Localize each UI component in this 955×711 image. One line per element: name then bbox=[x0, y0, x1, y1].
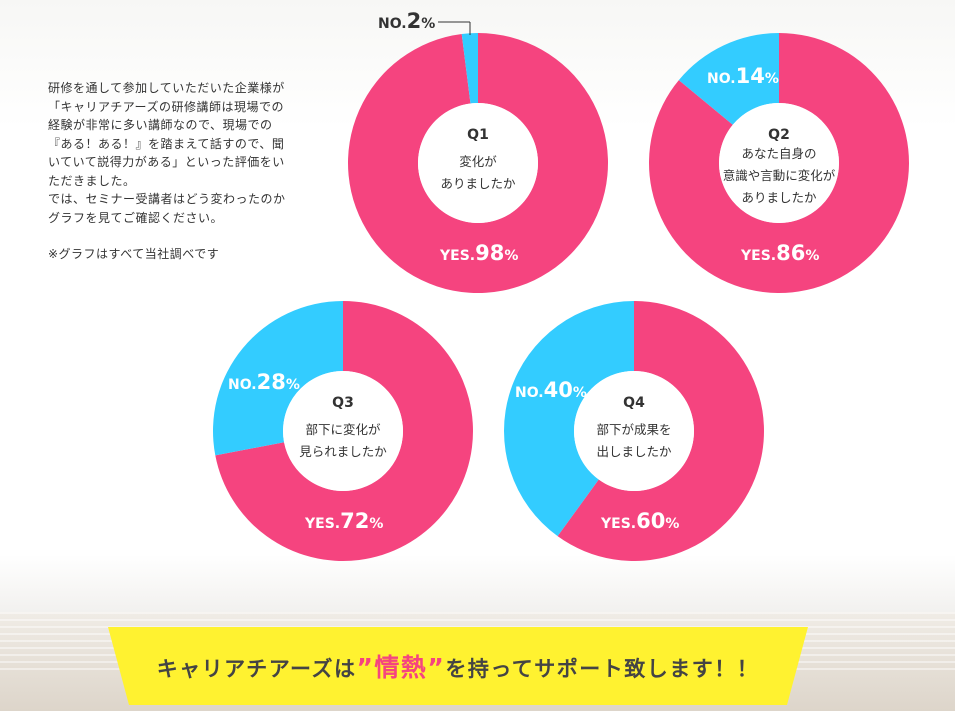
banner-text-before: キャリアチアーズは bbox=[156, 657, 357, 681]
question-title: Q3 bbox=[332, 395, 354, 411]
question-title: Q4 bbox=[623, 395, 645, 411]
banner-highlight: ”情熱” bbox=[356, 653, 446, 682]
no-label: NO.28% bbox=[228, 370, 300, 394]
yes-label: YES.72% bbox=[304, 509, 383, 533]
yes-label: YES.86% bbox=[740, 241, 819, 265]
question-text: 出しましたか bbox=[596, 444, 672, 459]
intro-note: ※グラフはすべて当社調べです bbox=[48, 247, 220, 261]
slice-no bbox=[213, 301, 343, 456]
no-label: NO.2% bbox=[378, 9, 435, 33]
question-text: ありましたか bbox=[440, 176, 516, 191]
intro-line: いていて説得力がある」といった評価をい bbox=[48, 155, 285, 169]
intro-line: 経験が非常に多い講師なので、現場での bbox=[48, 118, 273, 132]
slice-no bbox=[461, 33, 478, 104]
question-title: Q1 bbox=[467, 127, 489, 143]
question-text: 部下が成果を bbox=[596, 422, 671, 437]
no-label: NO.14% bbox=[707, 64, 779, 88]
slice-yes bbox=[347, 33, 608, 293]
donut-hole bbox=[283, 371, 403, 491]
banner-text-after: を持ってサポート致します！！ bbox=[445, 657, 760, 681]
no-label: NO.40% bbox=[515, 378, 587, 402]
donut-hole bbox=[418, 103, 538, 223]
question-text: あなた自身の bbox=[741, 146, 816, 161]
donut-hole bbox=[574, 371, 694, 491]
slice-yes bbox=[215, 301, 474, 561]
question-text: 変化が bbox=[459, 154, 497, 169]
slice-no bbox=[504, 301, 634, 537]
slice-no bbox=[678, 33, 779, 125]
slice-yes bbox=[648, 33, 909, 293]
question-text: 見られましたか bbox=[299, 444, 387, 459]
intro-line: グラフを見てご確認ください。 bbox=[48, 210, 224, 225]
intro-line: 「キャリアチアーズの研修講師は現場での bbox=[48, 99, 284, 114]
yes-label: YES.60% bbox=[600, 509, 679, 533]
donut-hole bbox=[719, 103, 839, 223]
yes-label: YES.98% bbox=[439, 241, 518, 265]
question-title: Q2 bbox=[768, 127, 790, 143]
intro-text: 研修を通して参加していただいた企業様が 「キャリアチアーズの研修講師は現場での … bbox=[48, 79, 338, 264]
intro-line: 『ある！ある！』を踏まえて話すので、聞 bbox=[48, 136, 285, 151]
banner bbox=[108, 627, 808, 705]
intro-line: 研修を通して参加していただいた企業様が bbox=[48, 81, 285, 95]
banner-text: キャリアチアーズは”情熱”を持ってサポート致します！！ bbox=[108, 648, 808, 684]
question-text: 意識や言動に変化が bbox=[723, 168, 836, 183]
intro-line: では、セミナー受講者はどう変わったのか bbox=[48, 192, 286, 206]
slice-yes bbox=[557, 300, 765, 561]
intro-line: ただきました。 bbox=[48, 173, 136, 188]
question-text: 部下に変化が bbox=[305, 422, 381, 437]
question-text: ありましたか bbox=[741, 190, 817, 205]
